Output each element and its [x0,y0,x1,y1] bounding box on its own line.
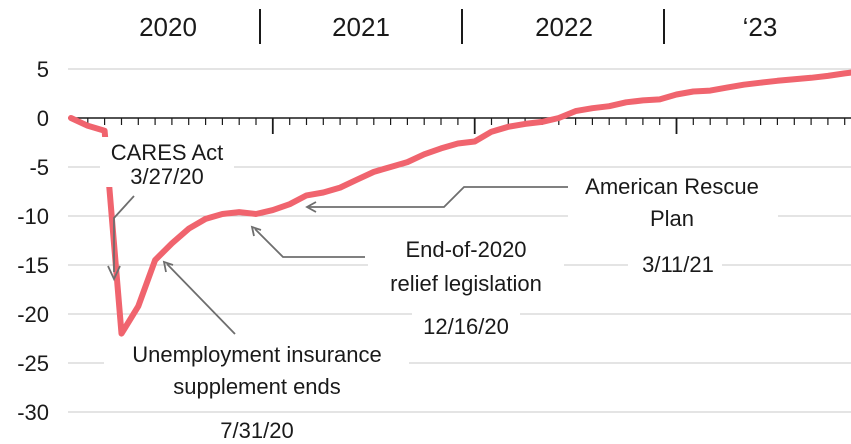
month-ticks [87,118,846,134]
annotation-end-2020-subtitle: relief legislation [390,271,542,296]
end-2020-leader [254,228,365,258]
annotation-bg [206,414,302,444]
y-tick-label: -5 [29,155,49,180]
year-axis: 2020 2021 2022 ‘23 [139,9,777,44]
annotation-arp-title: American Rescue [585,174,759,199]
annotation-ui-title: Unemployment insurance [132,342,381,367]
cares-act-leader [113,195,135,272]
y-tick-label: -25 [17,351,49,376]
y-tick-label: -20 [17,302,49,327]
annotation-bg [568,171,778,235]
annotation-leaders [107,186,570,335]
annotation-ui-subtitle: supplement ends [173,374,341,399]
year-label-2021: 2021 [332,12,390,42]
arp-leader [309,186,570,208]
annotation-bg [628,248,722,278]
annotation-arp-date: 3/11/21 [642,252,714,277]
ui-supplement-leader [166,263,236,335]
y-tick-label: 5 [37,57,49,82]
y-axis: 5 0 -5 -10 -15 -20 -25 -30 [17,57,49,425]
annotation-ui-date: 7/31/20 [220,418,293,443]
y-tick-label: 0 [37,106,49,131]
annotation-end-2020-title: End-of-2020 [405,237,526,262]
annotation-bg [368,234,564,298]
arp-arrowhead [305,201,317,213]
annotation-bg [100,137,234,187]
annotation-arp-subtitle: Plan [650,206,694,231]
annotation-bg [104,338,409,398]
ui-supplement-arrowhead [162,260,174,273]
y-tick-label: -10 [17,204,49,229]
end-2020-arrowhead [250,225,262,237]
annotation-bg [412,310,520,338]
annotation-cares-act-title: CARES Act [111,140,223,165]
year-label-2022: 2022 [535,12,593,42]
y-tick-label: -30 [17,400,49,425]
y-tick-label: -15 [17,253,49,278]
year-label-2020: 2020 [139,12,197,42]
annotation-cares-act-date: 3/27/20 [130,164,203,189]
series-line [68,69,851,337]
year-label-2023: ‘23 [743,12,778,42]
x-axis [68,117,851,134]
cares-act-arrowhead [107,265,121,282]
annotations: CARES Act 3/27/20 Unemployment insurance… [100,137,778,444]
annotation-end-2020-date: 12/16/20 [423,314,509,339]
